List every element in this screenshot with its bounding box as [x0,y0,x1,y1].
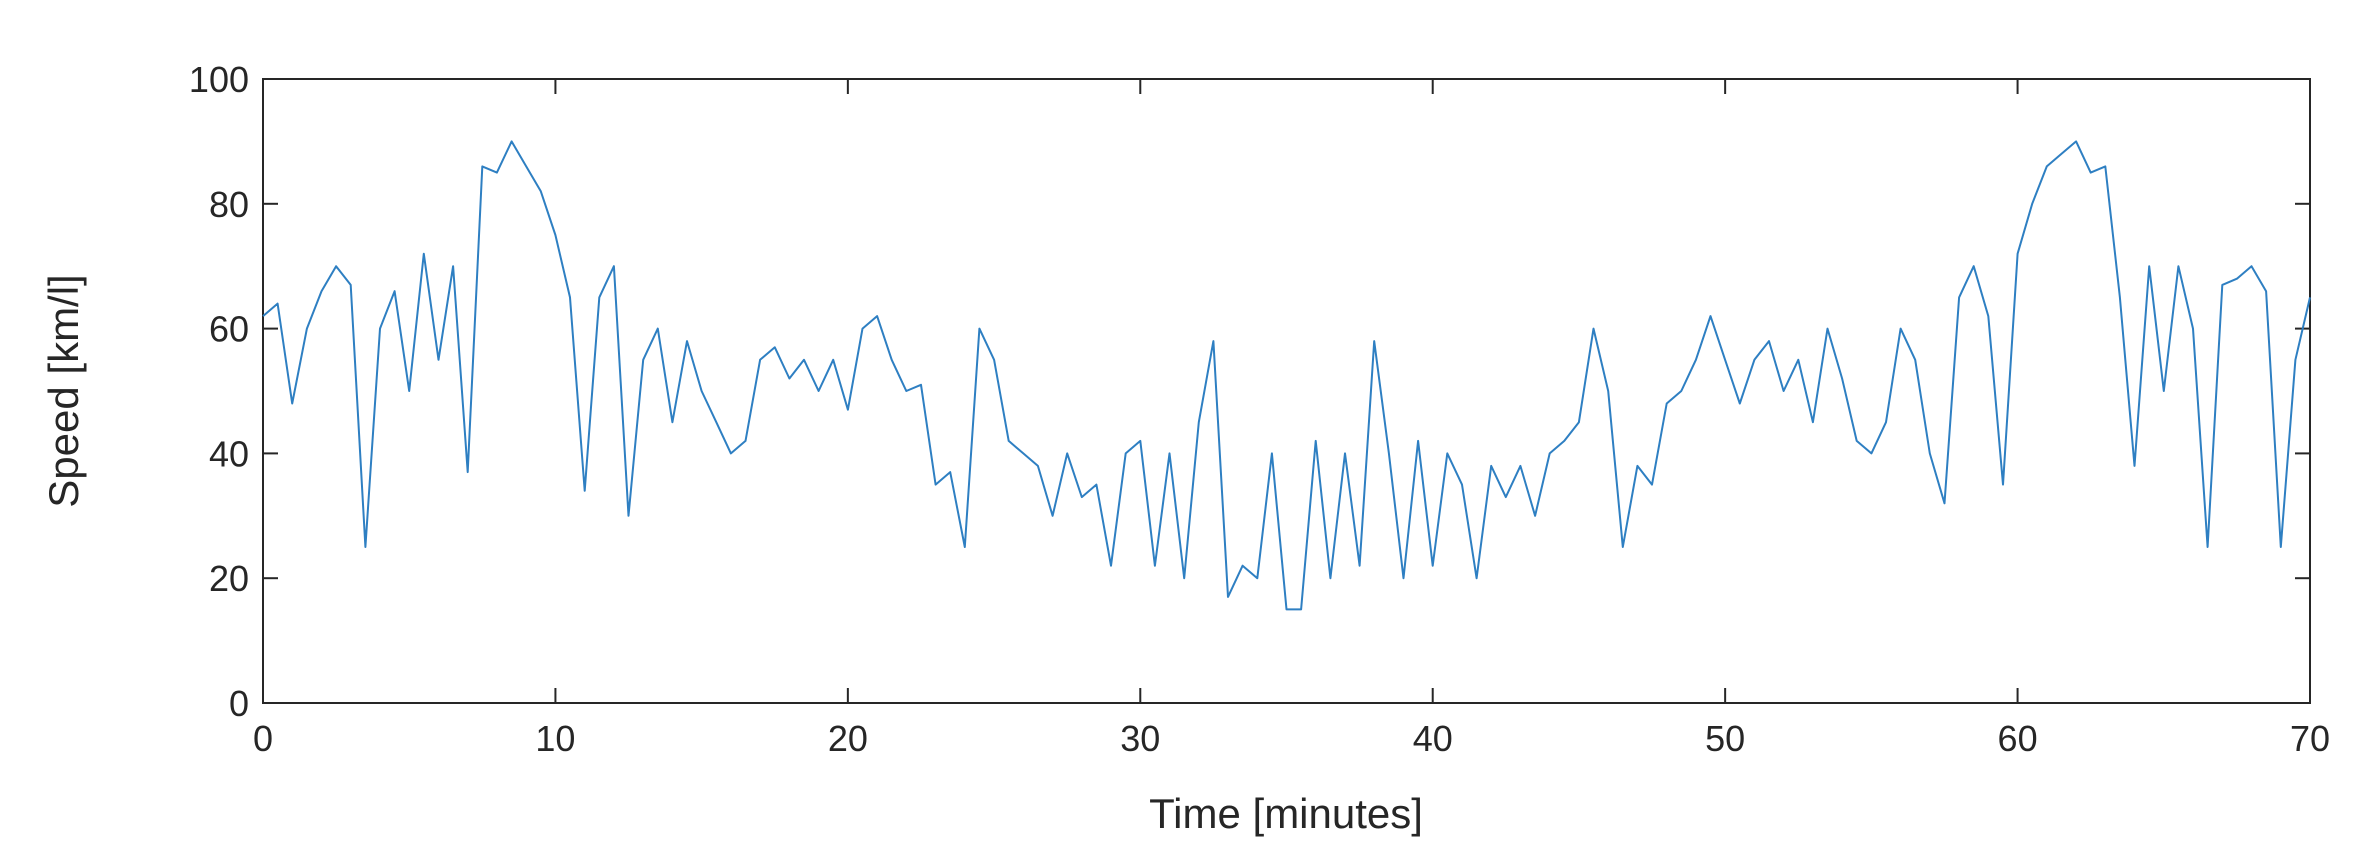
data-line [262,140,2311,611]
x-tick-label: 10 [535,718,575,759]
y-tick-label: 60 [209,309,249,350]
x-tick-label: 20 [828,718,868,759]
y-tick-label: 20 [209,558,249,599]
x-tick-label: 60 [1998,718,2038,759]
x-tick-label: 50 [1705,718,1745,759]
x-axis-label: Time [minutes] [1149,790,1423,837]
axes-box [262,78,2311,704]
y-axis-label: Speed [km/l] [40,274,87,507]
y-tick-label: 100 [189,59,249,100]
x-tick-label: 30 [1120,718,1160,759]
x-tick-label: 40 [1413,718,1453,759]
y-tick-label: 40 [209,433,249,474]
x-tick-label: 70 [2290,718,2330,759]
y-tick-label: 80 [209,184,249,225]
y-tick-label: 0 [229,683,249,724]
x-tick-label: 0 [253,718,273,759]
